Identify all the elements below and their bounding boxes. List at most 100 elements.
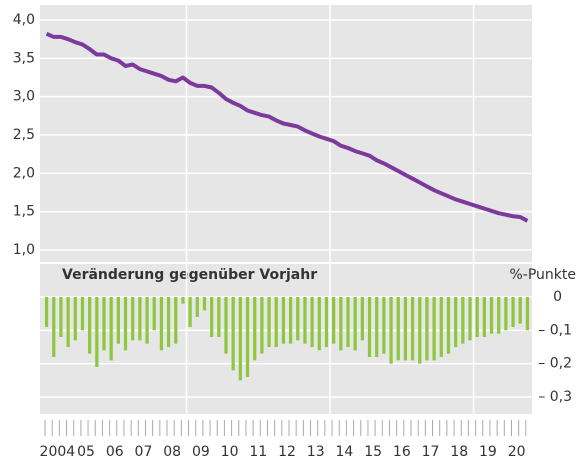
bar [253, 297, 257, 361]
y-tick-label: – 0,2 [538, 356, 572, 372]
bar [59, 297, 63, 337]
bar [52, 297, 56, 357]
bar [482, 297, 486, 337]
bar [525, 297, 530, 331]
bar [432, 297, 436, 361]
bar [396, 297, 400, 361]
bar [425, 297, 429, 361]
bar [339, 297, 343, 351]
x-tick-label: 20 [508, 444, 526, 460]
bar [181, 297, 185, 304]
bar [324, 297, 329, 347]
y-tick-label: – 0,3 [538, 389, 572, 405]
x-tick-label: 16 [393, 444, 411, 460]
y-tick-label: 3,0 [13, 89, 35, 105]
y-tick-label: 2,0 [13, 165, 35, 181]
bar [123, 297, 128, 351]
x-tick-label: 09 [192, 444, 210, 460]
bar [511, 297, 515, 327]
bar [174, 297, 178, 344]
bar [88, 297, 92, 354]
x-tick-label: 2004 [40, 444, 76, 460]
bar [303, 297, 307, 344]
bar [131, 297, 135, 341]
bar [73, 297, 77, 341]
bar [389, 297, 393, 364]
y-tick-label: 4,0 [13, 12, 35, 28]
bar [410, 297, 415, 361]
bar [497, 297, 501, 334]
x-tick-label: 06 [106, 444, 124, 460]
x-tick-label: 15 [364, 444, 382, 460]
bar [202, 297, 207, 311]
bar [418, 297, 422, 364]
bar [346, 297, 350, 347]
y-tick-label: 2,5 [13, 127, 35, 143]
bar [66, 297, 70, 347]
bar [446, 297, 451, 354]
bar [80, 297, 85, 331]
bottom-panel-bg [40, 264, 532, 414]
x-tick-label: 13 [307, 444, 325, 460]
bar [145, 297, 149, 344]
y-tick-label: 0 [553, 289, 562, 305]
bar [95, 297, 99, 367]
bar [353, 297, 357, 351]
bar [231, 297, 235, 371]
bar [332, 297, 336, 344]
bar [44, 297, 49, 327]
bar [159, 297, 164, 351]
bar [360, 297, 364, 341]
y-tick-label: 3,5 [13, 50, 35, 66]
bar [382, 297, 386, 354]
bar [195, 297, 199, 317]
bar [102, 297, 106, 351]
y-tick-label: – 0,1 [538, 322, 572, 338]
bar [267, 297, 271, 347]
bar [238, 297, 242, 381]
bar [403, 297, 408, 361]
bar [166, 297, 171, 347]
y-tick-label: 1,0 [13, 242, 35, 258]
x-tick-label: 14 [335, 444, 353, 460]
bar [138, 297, 142, 341]
x-tick-label: 11 [249, 444, 267, 460]
bar [468, 297, 472, 341]
x-tick-label: 10 [221, 444, 239, 460]
bar [310, 297, 314, 347]
bar [461, 297, 465, 344]
bar [224, 297, 228, 354]
x-tick-label: 08 [163, 444, 181, 460]
bar [439, 297, 443, 357]
bar [152, 297, 156, 331]
x-tick-label: 19 [479, 444, 497, 460]
bar [489, 297, 494, 334]
bar [454, 297, 458, 347]
bar [367, 297, 372, 357]
bar [217, 297, 221, 337]
bar [245, 297, 250, 377]
bar [375, 297, 379, 357]
x-tick-label: 18 [450, 444, 468, 460]
x-tick-label: 12 [278, 444, 296, 460]
bar [518, 297, 522, 324]
bar [188, 297, 192, 327]
y-axis-label: %-Punkte [509, 267, 576, 283]
bar [274, 297, 278, 347]
bar [116, 297, 120, 344]
x-tick-label: 17 [422, 444, 440, 460]
line [45, 31, 529, 223]
bar [296, 297, 300, 341]
panel-title: Veränderung gegenüber Vorjahr [62, 267, 317, 283]
x-tick-label: 05 [77, 444, 95, 460]
bar [260, 297, 264, 354]
bar [475, 297, 479, 337]
bar [210, 297, 214, 337]
bar [504, 297, 508, 331]
bar [281, 297, 286, 344]
bar [109, 297, 113, 361]
y-tick-label: 1,5 [13, 204, 35, 220]
bar [288, 297, 293, 344]
x-tick-label: 07 [135, 444, 153, 460]
